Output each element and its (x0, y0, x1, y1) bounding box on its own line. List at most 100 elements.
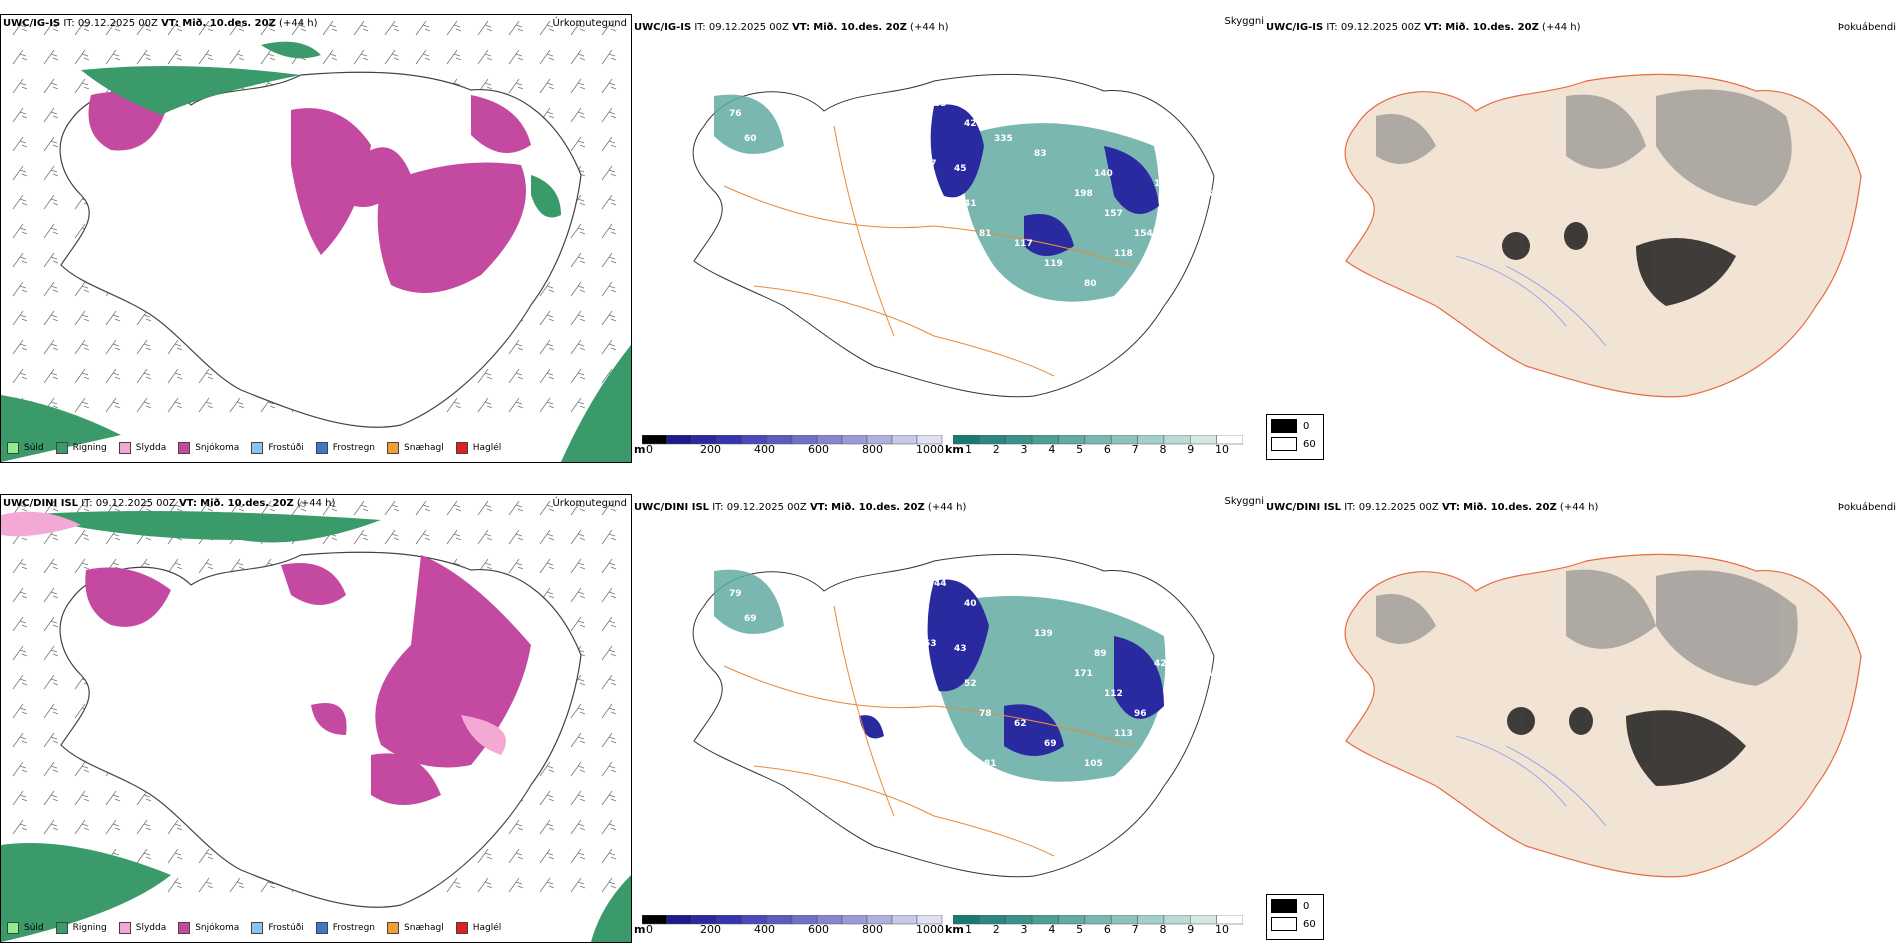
visibility-ticks: 1 2 3 4 5 6 7 8 9 10 (965, 443, 1235, 457)
model-name: UWC/DINI ISL (634, 502, 710, 513)
wind-barb (105, 368, 121, 384)
it-value: 09.12.2025 00Z (77, 18, 158, 29)
visibility-value-label: 66 (794, 124, 807, 134)
wind-barb (43, 165, 59, 181)
wind-barb (570, 848, 586, 864)
visibility-map: 44 40 53 43 52 78 79 69 83 59 78 161 93 103 91 86 84 81 13… (692, 553, 1215, 878)
wind-barb (508, 848, 524, 864)
colorbar-tick-label: 800 (862, 923, 883, 936)
colorbar-tick-label: 4 (1048, 923, 1056, 936)
snow-areas (88, 92, 531, 293)
colorbar-swatch (916, 915, 943, 925)
wind-barb (601, 587, 617, 603)
wind-barb (198, 49, 214, 65)
wind-barb (477, 20, 493, 36)
wind-barb (601, 20, 617, 36)
wind-barb (384, 500, 400, 516)
visibility-value-label: 83 (774, 584, 787, 594)
lead-time: (+44 h) (927, 502, 967, 513)
wind-barb (136, 848, 152, 864)
wind-barb (570, 78, 586, 94)
wind-barb (105, 20, 121, 36)
row1-precip-type-panel: UWC/IG-IS IT: 09.12.2025 00Z VT: Mið. 10… (0, 14, 632, 463)
panel-header: UWC/IG-IS IT: 09.12.2025 00Z VT: Mið. 10… (634, 22, 948, 33)
wind-barb (167, 20, 183, 36)
wind-barb (322, 500, 338, 516)
panel-title-precip-type: Úrkomutegund (552, 18, 627, 29)
wind-barb (477, 500, 493, 516)
wind-barb (570, 790, 586, 806)
precip-legend-label: Frostúði (268, 923, 304, 933)
vt-value: Mið. 10.des. 20Z (813, 22, 907, 33)
wind-barb (539, 500, 555, 516)
wind-barb (415, 20, 431, 36)
wind-barb (539, 49, 555, 65)
precip-legend-swatch (55, 442, 68, 454)
wind-barb (43, 49, 59, 65)
model-name: UWC/IG-IS (1266, 22, 1324, 33)
wind-barb (43, 500, 59, 516)
wind-barb (12, 165, 28, 181)
precip-legend-item: Snæhagl (387, 922, 444, 934)
wind-barb (508, 368, 524, 384)
visibility-colorbar-swatches (953, 435, 1243, 445)
fog-legend-swatch (1271, 437, 1297, 451)
fog-legend-label: 0 (1303, 420, 1310, 432)
wind-barb (570, 252, 586, 268)
visibility-value-label: 81 (984, 759, 997, 769)
roads (723, 125, 1135, 377)
wind-barb (570, 616, 586, 632)
precip-legend-label: Haglél (472, 443, 502, 453)
wind-barb (43, 107, 59, 123)
row2-fog-panel: UWC/DINI ISL IT: 09.12.2025 00Z VT: Mið.… (1266, 494, 1900, 943)
wind-barb (136, 819, 152, 835)
wind-barb (539, 790, 555, 806)
precip-legend-item: Súld (7, 442, 44, 454)
wind-barb (43, 78, 59, 94)
visibility-value-label: 44 (934, 579, 947, 589)
row1-visibility-panel: UWC/IG-IS IT: 09.12.2025 00Z VT: Mið. 10… (634, 14, 1264, 463)
precip-legend-item: Frostúði (251, 922, 304, 934)
precip-legend-label: Snæhagl (404, 443, 444, 453)
wind-barb (570, 587, 586, 603)
precip-legend-item: Haglél (455, 922, 501, 934)
wind-barb (260, 20, 276, 36)
wind-barb (167, 848, 183, 864)
wind-barb (12, 790, 28, 806)
wind-barb (539, 339, 555, 355)
wind-barb (446, 877, 462, 893)
elevation-unit: m (634, 923, 646, 936)
precip-legend: Súld Rigning Slydda Snjókoma Frostúði Frostre… (7, 922, 501, 934)
wind-barb (601, 78, 617, 94)
wind-barb (601, 107, 617, 123)
wind-barb (570, 500, 586, 516)
wind-barb (198, 848, 214, 864)
visibility-value-label: 154 (1134, 229, 1153, 239)
wind-barb (570, 877, 586, 893)
it-label: IT: (712, 502, 724, 513)
wind-barb (570, 761, 586, 777)
visibility-value-label: 131 (774, 104, 793, 114)
wind-barb (570, 397, 586, 413)
vt-label: VT: (809, 502, 828, 513)
vt-value: Mið. 10.des. 20Z (831, 502, 925, 513)
wind-barb (167, 877, 183, 893)
rivers (1455, 735, 1607, 827)
colorbar-tick-label: 200 (700, 443, 721, 456)
lead-time: (+44 h) (279, 18, 318, 29)
precip-legend-label: Slydda (135, 923, 167, 933)
wind-barb (43, 587, 59, 603)
wind-barb (260, 500, 276, 516)
visibility-value-label: 117 (1014, 239, 1033, 249)
wind-barb (446, 49, 462, 65)
fog-map (1344, 73, 1862, 398)
row2-precip-type-panel: UWC/DINI ISL IT: 09.12.2025 00Z VT: Mið.… (0, 494, 632, 943)
visibility-unit: km (945, 443, 964, 456)
wind-barb (74, 790, 90, 806)
wind-barb (601, 819, 617, 835)
precip-legend-label: Slydda (135, 443, 167, 453)
colorbar-tick-label: 800 (862, 443, 883, 456)
panel-title-fog: Þokuábendi (1837, 502, 1896, 513)
wind-barb (12, 78, 28, 94)
